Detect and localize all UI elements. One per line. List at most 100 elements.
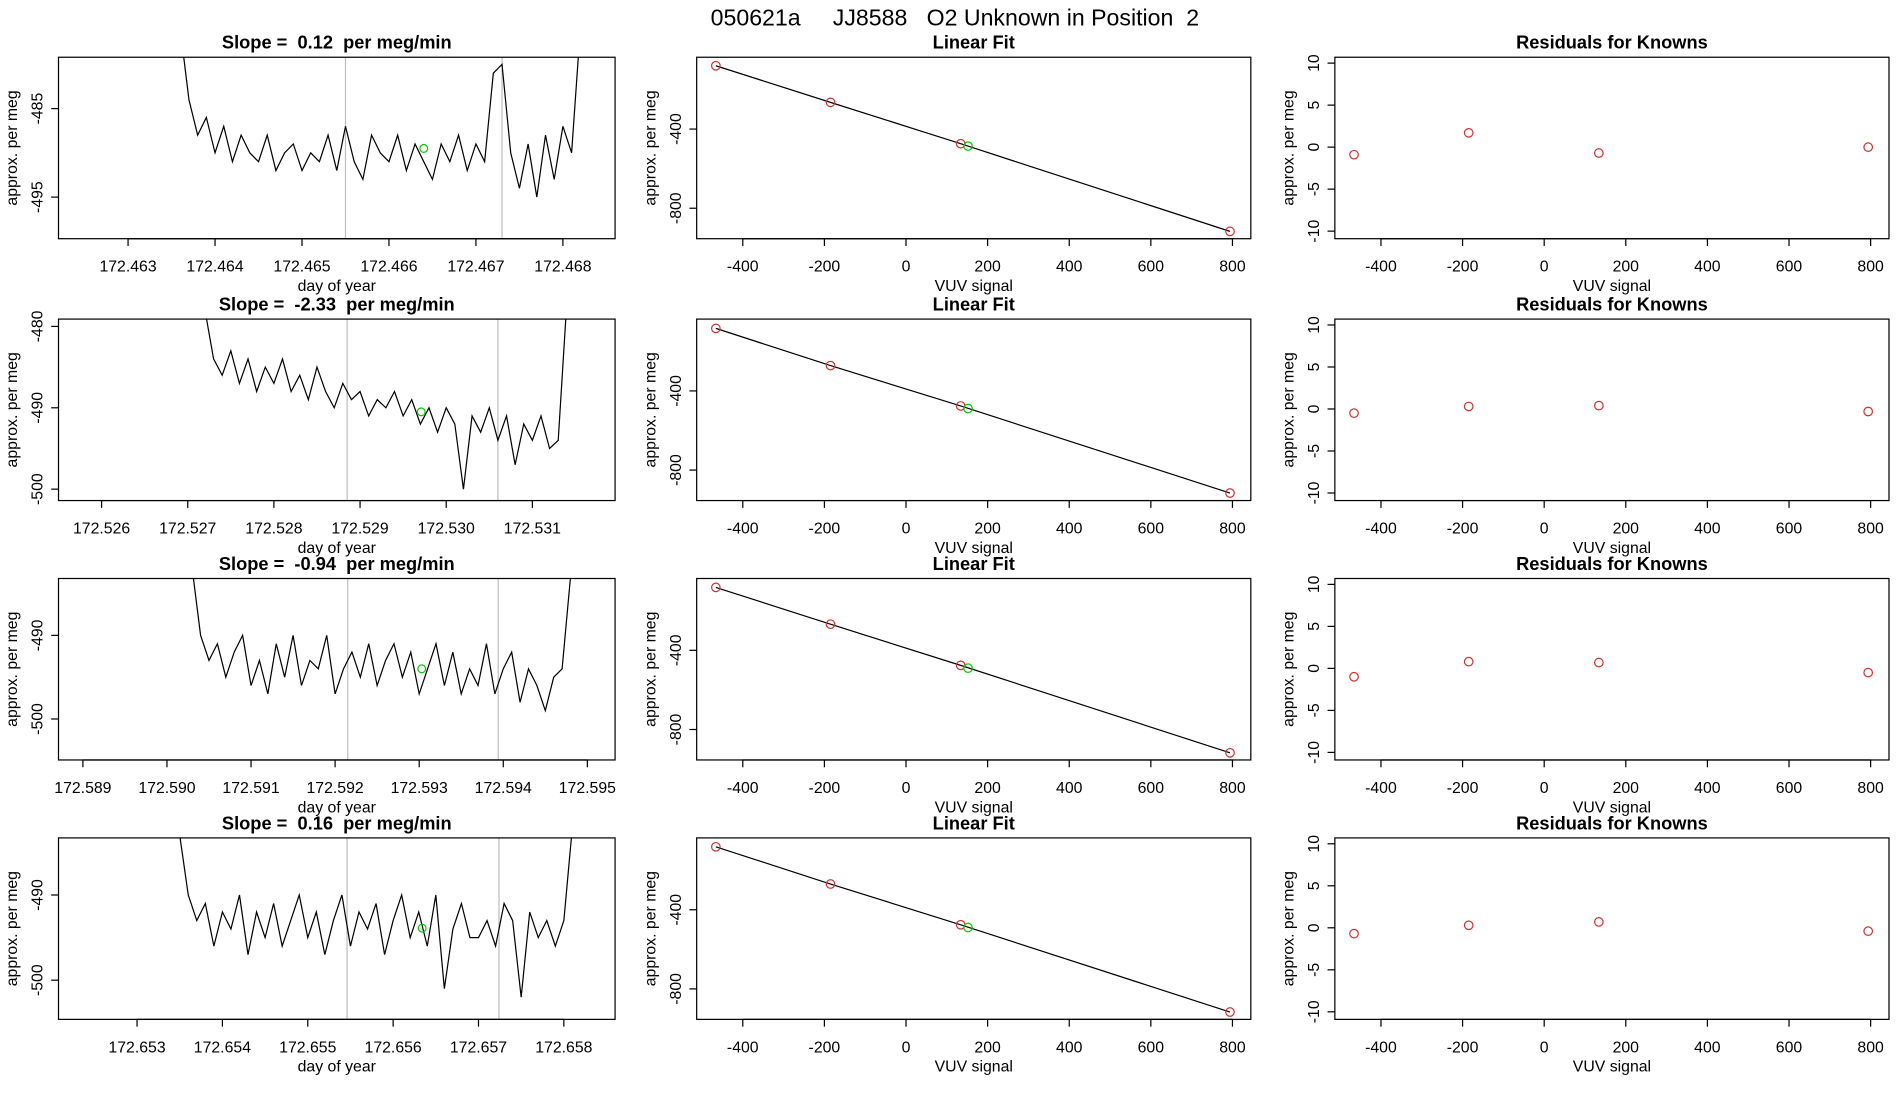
plot-area bbox=[205, 319, 567, 501]
x-tick-label: 400 bbox=[1056, 520, 1083, 537]
panel-title: Residuals for Knowns bbox=[1516, 294, 1708, 315]
plot-frame bbox=[696, 318, 1252, 502]
point bbox=[825, 879, 836, 889]
point bbox=[1349, 408, 1359, 419]
point bbox=[710, 841, 721, 852]
unknown-point bbox=[417, 664, 427, 674]
x-tick-label: 600 bbox=[1776, 1039, 1803, 1056]
y-tick-label: 0 bbox=[1306, 923, 1323, 932]
x-tick-label: -400 bbox=[727, 520, 759, 537]
y-tick-label: -400 bbox=[668, 894, 685, 926]
x-tick-label: 172.530 bbox=[418, 520, 475, 537]
plot-frame bbox=[696, 837, 1252, 1020]
x-tick-label: 0 bbox=[1540, 1039, 1549, 1056]
fit-line bbox=[715, 586, 1231, 754]
x-tick-label: 400 bbox=[1694, 520, 1721, 537]
x-tick-label: 0 bbox=[1540, 780, 1549, 797]
x-tick-label: 800 bbox=[1219, 1039, 1246, 1056]
x-tick-label: -400 bbox=[727, 259, 759, 276]
x-tick-label: 172.654 bbox=[194, 1039, 251, 1056]
x-tick-label: 172.527 bbox=[159, 520, 216, 537]
point bbox=[825, 619, 836, 630]
panel: Linear Fit VUV signal approx. per meg -400 -… bbox=[642, 294, 1252, 557]
figure-title: 050621a JJ8588 O2 Unknown in Position 2 bbox=[711, 5, 1200, 31]
panel-title: Slope = 0.16 per meg/min bbox=[222, 812, 452, 833]
x-tick-label: 172.592 bbox=[307, 780, 364, 797]
point bbox=[1225, 488, 1235, 498]
x-tick-label: 172.464 bbox=[186, 259, 243, 276]
y-tick-label: -500 bbox=[30, 473, 47, 505]
x-tick-label: 172.465 bbox=[273, 259, 330, 276]
x-tick-label: -200 bbox=[1447, 780, 1479, 797]
x-tick-label: 172.466 bbox=[360, 259, 417, 276]
y-tick-label: -10 bbox=[1306, 220, 1323, 243]
x-tick-label: 172.657 bbox=[450, 1039, 507, 1056]
plot-frame bbox=[696, 577, 1252, 761]
x-tick-label: -400 bbox=[727, 1039, 759, 1056]
unknown-point bbox=[417, 923, 427, 933]
y-axis-label: approx. per meg bbox=[1280, 352, 1297, 467]
x-tick-label: 0 bbox=[1540, 520, 1549, 537]
y-tick-label: 10 bbox=[1306, 316, 1323, 334]
x-tick-label: 400 bbox=[1056, 259, 1083, 276]
y-tick-label: -485 bbox=[30, 93, 47, 125]
x-tick-label: 400 bbox=[1056, 780, 1083, 797]
plot-frame bbox=[57, 577, 616, 761]
x-tick-label: 800 bbox=[1219, 520, 1246, 537]
y-tick-label: -495 bbox=[30, 181, 47, 213]
point bbox=[1463, 127, 1474, 138]
plot-area bbox=[1349, 656, 1874, 682]
x-tick-label: -200 bbox=[809, 1039, 841, 1056]
y-tick-label: -500 bbox=[30, 964, 47, 996]
x-tick-label: 600 bbox=[1138, 1039, 1165, 1056]
plot-area bbox=[710, 60, 1235, 237]
point bbox=[825, 97, 836, 108]
y-tick-label: 10 bbox=[1306, 575, 1323, 593]
plot-area bbox=[192, 578, 571, 760]
x-tick-label: 800 bbox=[1219, 259, 1246, 276]
series-line bbox=[192, 578, 571, 713]
panel: Slope = -0.94 per meg/min day of year appr… bbox=[4, 553, 616, 816]
y-tick-label: -5 bbox=[1306, 703, 1323, 717]
point bbox=[1593, 148, 1604, 158]
plot-frame bbox=[1334, 318, 1890, 502]
x-tick-label: 600 bbox=[1138, 520, 1165, 537]
y-tick-label: 0 bbox=[1306, 404, 1323, 413]
point bbox=[1225, 1007, 1235, 1017]
x-tick-label: 600 bbox=[1776, 259, 1803, 276]
panel-title: Linear Fit bbox=[933, 553, 1015, 574]
x-tick-label: 400 bbox=[1694, 259, 1721, 276]
panel: Residuals for Knowns VUV signal approx. pe… bbox=[1280, 32, 1890, 295]
x-tick-label: -400 bbox=[1365, 259, 1397, 276]
plot-area bbox=[179, 837, 573, 1020]
y-axis-label: approx. per meg bbox=[4, 612, 21, 727]
x-axis-label: VUV signal bbox=[935, 1059, 1013, 1076]
x-tick-label: 172.468 bbox=[534, 259, 591, 276]
y-tick-label: 10 bbox=[1306, 835, 1323, 853]
point bbox=[1593, 917, 1604, 927]
fit-line bbox=[715, 327, 1231, 494]
plot-frame bbox=[57, 837, 616, 1020]
panel-title: Slope = 0.12 per meg/min bbox=[222, 32, 452, 53]
x-tick-label: 172.656 bbox=[365, 1039, 422, 1056]
plot-area bbox=[710, 323, 1235, 498]
x-tick-label: 600 bbox=[1776, 780, 1803, 797]
x-tick-label: 0 bbox=[902, 1039, 911, 1056]
y-tick-label: 5 bbox=[1306, 362, 1323, 371]
unknown-point bbox=[963, 403, 973, 414]
x-tick-label: 200 bbox=[1613, 1039, 1640, 1056]
unknown-point bbox=[416, 407, 426, 417]
x-tick-label: 172.594 bbox=[475, 780, 532, 797]
x-tick-label: 800 bbox=[1857, 259, 1884, 276]
x-tick-label: 0 bbox=[902, 780, 911, 797]
y-tick-label: -400 bbox=[668, 634, 685, 666]
x-tick-label: 800 bbox=[1219, 780, 1246, 797]
plot-frame bbox=[57, 56, 616, 240]
x-tick-label: 172.590 bbox=[138, 780, 195, 797]
y-axis-label: approx. per meg bbox=[642, 90, 659, 205]
point bbox=[1593, 657, 1604, 668]
x-tick-label: 172.589 bbox=[54, 780, 111, 797]
panel-title: Slope = -0.94 per meg/min bbox=[219, 553, 455, 574]
y-tick-label: 10 bbox=[1306, 54, 1323, 72]
y-tick-label: -400 bbox=[668, 113, 685, 145]
